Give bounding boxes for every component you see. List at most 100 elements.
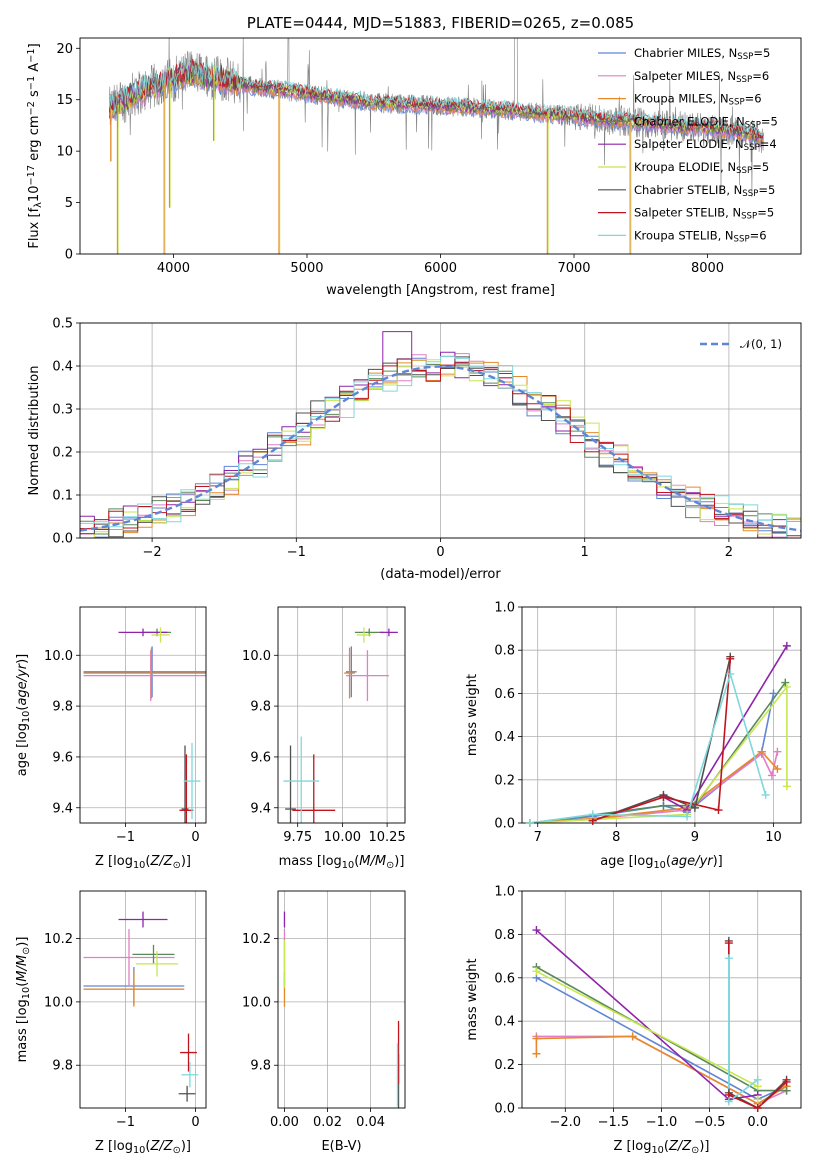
x-axis-label: Z [log10(Z/Z⊙)] [614,1139,710,1156]
y-tick-label: 0.2 [52,446,73,461]
label-part: log [113,1139,133,1154]
weight-marker-smiles [767,771,776,780]
label-part: =4 [760,137,777,151]
weight-line-kmiles [529,750,778,823]
label-part: ( [15,982,30,987]
weight-line-celodie [529,682,786,823]
y-tick-label: 0.5 [52,317,73,332]
y-tick-label: 10.0 [44,995,73,1010]
weight-marker-kstelib [726,669,735,678]
label-part: Normed distribution [27,366,42,496]
label-part: ⊙ [386,860,394,871]
x-tick-label: 0.0 [747,1115,768,1130]
label-part: mass weight [465,674,480,756]
label-part: 10 [653,860,665,871]
label-part: log [113,854,133,869]
x-axis-label: E(B-V) [321,1139,361,1154]
x-tick-label: 4000 [157,261,190,276]
label-part: Z [ [614,1139,632,1154]
x-tick-label: 7 [534,830,542,845]
y-axis-label: Normed distribution [27,366,42,496]
x-axis-label: Z [log10(Z/Z⊙)] [95,1139,191,1156]
weight-marker-cstelib [690,803,699,812]
label-part: M/M [359,854,386,869]
x-tick-label: 0 [191,830,199,845]
y-tick-label: 10.2 [242,932,271,947]
label-part: )] [394,854,404,869]
mass_vs_Z-plot-area [83,911,199,1102]
spectrum-axes: 4000 5000 6000 7000 8000 0 5 10 15 20 PLATE=0444, … [26,14,802,298]
weight-line-kelodie [529,684,788,823]
x-axis-label: mass [log10(M/M⊙)] [279,854,405,871]
y-tick-label: 9.8 [250,700,271,715]
label-part: mass weight [465,958,480,1040]
label-part: SSP [736,75,752,85]
weight-marker-celodie [781,678,790,687]
x-axis-label: Z [log10(Z/Z⊙)] [95,854,191,871]
mass_vs_ebv-axes: 0.00 0.02 0.04 9.8 10.0 10.2 E(B-V) [242,890,406,1154]
label-part: )] [713,854,723,869]
y-axis-label: age [log10(age/yr)] [15,654,32,777]
label-part: ( [354,854,359,869]
label-part: Z [ [95,854,113,869]
y-tick-label: 10.0 [242,995,271,1010]
weight_vs_Z-axes: −2.0 −1.5 −1.0 −0.5 0.0 0.0 0.2 0.4 0.6 0.8 1.0 Z [… [465,885,802,1156]
axes-frame [79,606,207,824]
x-tick-label: −1 [116,830,135,845]
x-tick-label: 7000 [557,261,590,276]
label-part: E(B-V) [321,1139,361,1154]
x-tick-label: 0 [191,1115,199,1130]
spectrum-plot-area [108,38,764,254]
x-tick-label: 10 [765,830,782,845]
legend-entry: Kroupa ELODIE, NSSP=5 [634,160,769,176]
y-tick-label: 0.2 [494,773,515,788]
weight-marker-selodie [782,641,791,650]
label-part: Z [ [95,1139,113,1154]
label-part: SSP [745,121,761,131]
y-tick-label: 0.0 [494,817,515,832]
y-tick-label: 0.3 [52,403,73,418]
x-tick-label: 0.00 [270,1115,299,1130]
label-part: log [634,854,654,869]
x-tick-label: −0.5 [694,1115,726,1130]
x-tick-label: 10.00 [324,830,361,845]
y-tick-label: 0.0 [52,532,73,547]
label-part: =5 [757,206,774,220]
label-part: mass [ [279,854,322,869]
label-part: =6 [750,228,767,242]
label-part: Z/Z [668,1139,692,1154]
label-part: SSP [736,166,752,176]
label-part: SSP [737,52,753,62]
x-axis-label: wavelength [Angstrom, rest frame] [326,283,555,298]
y-tick-label: 10.2 [44,932,73,947]
label-part: 10 [21,987,32,999]
x-tick-label: 8 [612,830,620,845]
age_vs_Z-plot-area [83,627,206,823]
label-part: −1 [26,76,37,90]
y-tick-label: 15 [56,93,73,108]
x-tick-label: 5000 [290,261,323,276]
label-part: age/yr [15,662,30,705]
label-part: Z/Z [149,854,173,869]
weight-marker-kstelib [761,790,770,799]
label-part: )] [699,1139,709,1154]
label-part: −1 [26,48,37,62]
label-part: ⊙ [691,1145,699,1156]
label-part: 10 [21,711,32,723]
weight-line-kelodie [536,970,759,1100]
label-part: =6 [745,92,762,106]
x-axis-label: age [log10(age/yr)] [600,854,723,871]
label-part: wavelength [Angstrom, rest frame] [326,283,555,298]
label-part: log [322,854,342,869]
weight-marker-sstelib [726,654,735,663]
weight-marker-kelodie [532,967,541,976]
model-spectrum-kstelib [108,58,764,137]
weight-line-cstelib [592,656,732,822]
x-tick-label: 6000 [424,261,457,276]
label-part: =5 [753,46,770,60]
label-part: ( [666,854,671,869]
weight-line-selodie [535,929,758,1101]
residual-hist-kstelib [80,356,801,538]
y-tick-label: 0.4 [52,360,73,375]
